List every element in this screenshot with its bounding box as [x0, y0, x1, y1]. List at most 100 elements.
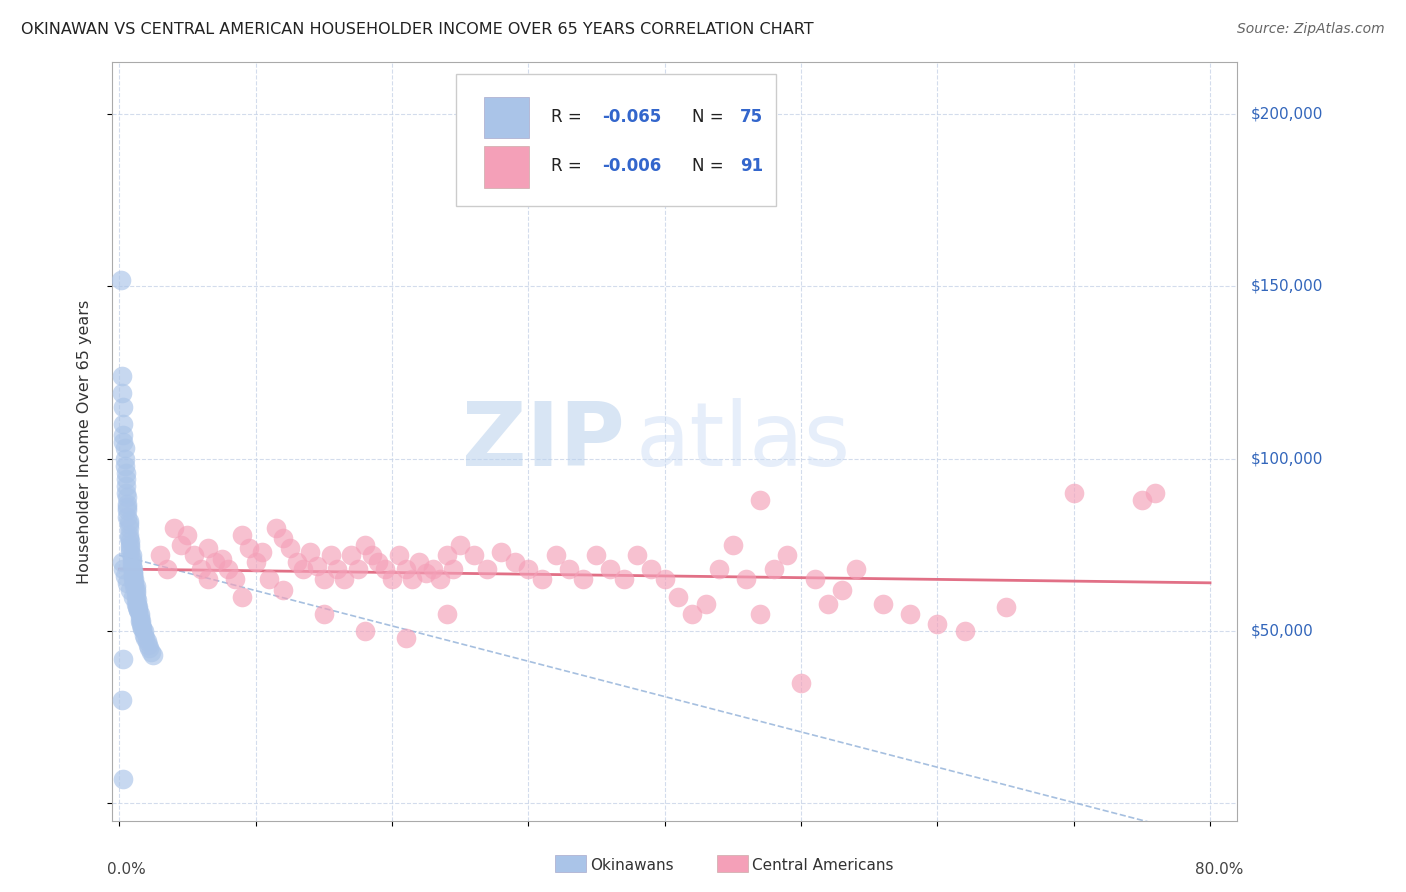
- Point: [599, 562, 621, 576]
- Point: [110, 272, 132, 286]
- Point: [122, 573, 145, 587]
- Text: $150,000: $150,000: [1251, 279, 1323, 294]
- Point: [115, 473, 138, 487]
- Point: [394, 562, 416, 576]
- Point: [666, 590, 689, 604]
- Point: [429, 573, 451, 587]
- Point: [128, 607, 150, 621]
- Point: [117, 510, 139, 524]
- Point: [135, 634, 157, 648]
- Point: [654, 573, 676, 587]
- Point: [122, 590, 145, 604]
- Point: [211, 551, 233, 566]
- Point: [121, 555, 143, 569]
- Point: [111, 555, 134, 569]
- Point: [112, 651, 135, 665]
- Point: [264, 521, 287, 535]
- Text: 0.0%: 0.0%: [107, 863, 146, 878]
- Point: [131, 621, 153, 635]
- Point: [156, 562, 179, 576]
- Text: $200,000: $200,000: [1251, 107, 1323, 121]
- Point: [217, 562, 239, 576]
- Point: [163, 521, 186, 535]
- Text: R =: R =: [551, 157, 588, 176]
- FancyBboxPatch shape: [456, 74, 776, 207]
- Point: [117, 490, 139, 504]
- Point: [132, 627, 155, 641]
- Point: [953, 624, 976, 639]
- Point: [125, 593, 148, 607]
- Point: [120, 541, 142, 556]
- Text: -0.065: -0.065: [602, 108, 661, 126]
- Point: [238, 541, 260, 556]
- Point: [803, 573, 825, 587]
- Point: [111, 369, 134, 384]
- Point: [117, 497, 139, 511]
- Point: [585, 548, 607, 563]
- Point: [436, 548, 458, 563]
- Point: [120, 534, 142, 549]
- Point: [544, 548, 567, 563]
- Point: [124, 579, 146, 593]
- Point: [124, 573, 146, 587]
- Point: [132, 624, 155, 639]
- Text: Okinawans: Okinawans: [591, 858, 673, 872]
- Point: [503, 555, 526, 569]
- Point: [231, 527, 253, 541]
- Point: [360, 548, 382, 563]
- Point: [353, 538, 375, 552]
- Point: [124, 586, 146, 600]
- Point: [408, 555, 430, 569]
- Point: [381, 573, 404, 587]
- Point: [117, 500, 139, 514]
- Point: [112, 434, 135, 449]
- Point: [129, 614, 152, 628]
- Text: Central Americans: Central Americans: [752, 858, 894, 872]
- Point: [1144, 486, 1167, 500]
- Point: [844, 562, 866, 576]
- Point: [1063, 486, 1085, 500]
- Point: [681, 607, 703, 621]
- Point: [489, 545, 512, 559]
- Point: [224, 573, 246, 587]
- Text: N =: N =: [692, 108, 728, 126]
- Point: [449, 538, 471, 552]
- Bar: [484, 145, 529, 187]
- Point: [367, 555, 389, 569]
- Point: [112, 772, 135, 787]
- Point: [790, 675, 813, 690]
- Point: [124, 575, 146, 590]
- Point: [721, 538, 744, 552]
- Point: [122, 562, 145, 576]
- Point: [927, 617, 949, 632]
- Point: [994, 599, 1017, 614]
- Point: [127, 603, 149, 617]
- Point: [312, 573, 335, 587]
- Text: $100,000: $100,000: [1251, 451, 1323, 467]
- Text: -0.006: -0.006: [602, 157, 661, 176]
- Text: atlas: atlas: [636, 398, 851, 485]
- Point: [111, 386, 134, 401]
- Point: [118, 531, 141, 545]
- Point: [118, 527, 141, 541]
- Point: [1130, 493, 1153, 508]
- Point: [259, 573, 281, 587]
- Point: [112, 427, 135, 442]
- Point: [114, 442, 136, 456]
- Point: [190, 562, 212, 576]
- Point: [115, 466, 138, 480]
- Text: 75: 75: [740, 108, 763, 126]
- Point: [401, 573, 423, 587]
- Point: [271, 531, 294, 545]
- Point: [394, 631, 416, 645]
- Point: [477, 562, 499, 576]
- Point: [626, 548, 648, 563]
- Point: [121, 558, 143, 573]
- Point: [115, 486, 138, 500]
- Point: [749, 607, 772, 621]
- Point: [125, 599, 148, 614]
- Point: [353, 624, 375, 639]
- Point: [114, 458, 136, 473]
- Point: [122, 566, 145, 580]
- Point: [898, 607, 921, 621]
